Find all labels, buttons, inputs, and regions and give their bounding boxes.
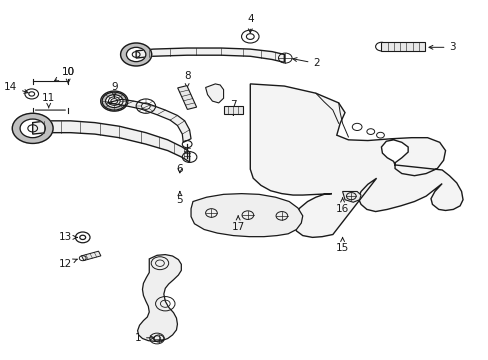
Text: 12: 12 xyxy=(58,259,77,269)
Polygon shape xyxy=(136,48,284,62)
Text: 2: 2 xyxy=(292,58,320,68)
Text: 4: 4 xyxy=(246,14,253,33)
Text: 8: 8 xyxy=(183,71,190,87)
Polygon shape xyxy=(12,113,53,143)
Polygon shape xyxy=(101,91,128,111)
Polygon shape xyxy=(137,255,181,341)
Text: 16: 16 xyxy=(335,198,348,214)
Text: 14: 14 xyxy=(4,82,28,93)
Polygon shape xyxy=(342,192,360,202)
Text: 1: 1 xyxy=(134,333,154,343)
Text: 13: 13 xyxy=(58,232,77,242)
Text: 6: 6 xyxy=(176,164,183,174)
Text: 10: 10 xyxy=(61,67,75,83)
Polygon shape xyxy=(381,42,424,51)
Text: 3: 3 xyxy=(428,42,455,52)
Polygon shape xyxy=(107,99,191,142)
Text: 5: 5 xyxy=(176,192,183,205)
Text: 7: 7 xyxy=(229,100,236,115)
Polygon shape xyxy=(33,121,189,162)
Polygon shape xyxy=(121,43,151,66)
Polygon shape xyxy=(177,86,196,109)
Text: 17: 17 xyxy=(231,216,244,231)
Text: 11: 11 xyxy=(42,93,55,108)
Polygon shape xyxy=(191,194,302,237)
Text: 15: 15 xyxy=(335,237,348,253)
Polygon shape xyxy=(250,84,462,237)
Text: 10: 10 xyxy=(54,67,75,81)
Polygon shape xyxy=(223,107,243,114)
Polygon shape xyxy=(205,84,223,103)
Text: 9: 9 xyxy=(111,82,118,97)
Polygon shape xyxy=(81,251,101,261)
